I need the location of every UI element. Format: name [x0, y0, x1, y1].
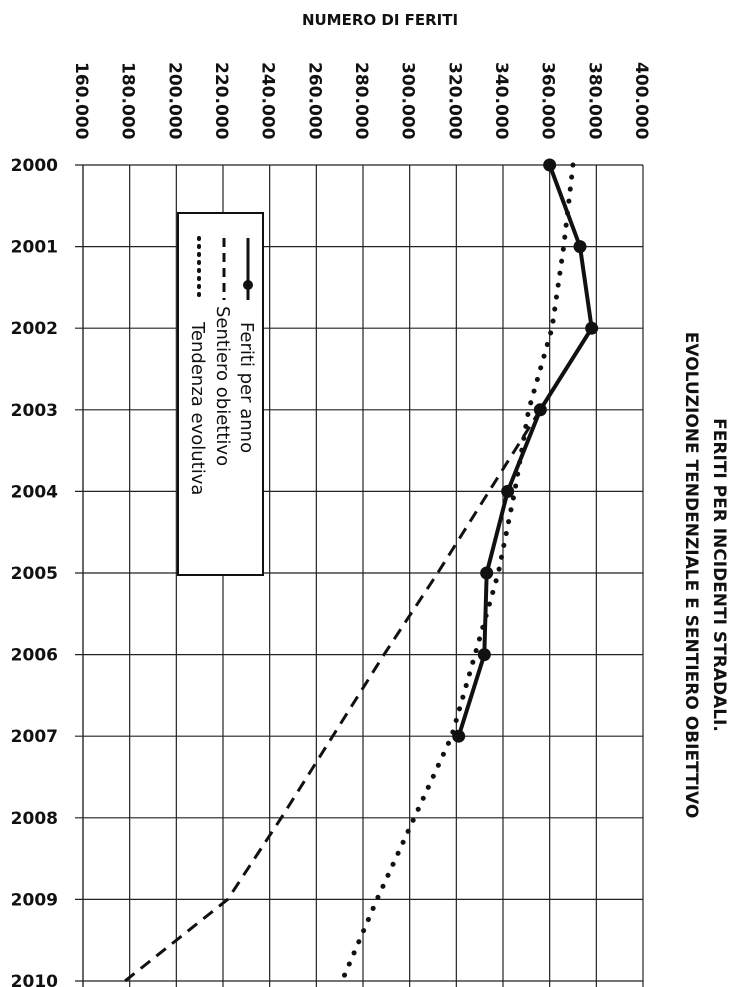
data-point: [501, 484, 515, 498]
grid: [75, 164, 644, 987]
year-tick-label: 2009: [11, 890, 58, 910]
data-point: [573, 240, 587, 254]
year-tick-label: 2002: [11, 319, 58, 339]
year-tick-label: 2004: [11, 482, 58, 502]
legend-item-sentiero: Sentiero obiettivo: [212, 238, 233, 466]
series-line-sentiero-obiettivo: [124, 409, 542, 983]
legend-label: Sentiero obiettivo: [212, 306, 233, 466]
data-point: [477, 648, 491, 662]
data-point: [543, 158, 557, 172]
year-tick-label: 2001: [11, 238, 58, 258]
value-tick-label: 300.000: [398, 62, 418, 140]
series-layer: [124, 158, 599, 984]
value-tick-label: 380.000: [584, 62, 604, 140]
year-tick-label: 2005: [11, 564, 58, 584]
legend-marker: [243, 280, 253, 290]
year-tick-label: 2003: [11, 401, 58, 421]
value-tick-label: 240.000: [258, 62, 278, 140]
year-tick-label: 2000: [11, 156, 58, 176]
tick-labels: 160.000 180.000 200.000 220.000 240.000 260.0…: [11, 62, 651, 987]
data-point: [585, 321, 599, 335]
year-tick-label: 2008: [11, 809, 58, 829]
year-tick-label: 2010: [11, 972, 58, 987]
year-tick-label: 2007: [11, 727, 58, 747]
value-tick-label: 200.000: [164, 62, 184, 140]
data-point: [480, 566, 494, 580]
legend: Feriti per anno Sentiero obiettivo Tende…: [177, 212, 264, 576]
legend-item-feriti: Feriti per anno: [236, 238, 257, 453]
data-point: [452, 729, 466, 743]
legend-label: Tendenza evolutiva: [187, 321, 208, 495]
year-tick-label: 2006: [11, 646, 58, 666]
chart-subtitle: EVOLUZIONE TENDENZIALE E SENTIERO OBIETT…: [681, 332, 701, 819]
value-axis-title: NUMERO DI FERITI: [302, 11, 458, 29]
value-tick-label: 260.000: [304, 62, 324, 140]
value-tick-label: 180.000: [118, 62, 138, 140]
value-tick-label: 340.000: [491, 62, 511, 140]
legend-item-tendenza: Tendenza evolutiva: [187, 236, 208, 495]
value-tick-label: 400.000: [631, 62, 651, 140]
value-tick-label: 280.000: [351, 62, 371, 140]
value-tick-label: 360.000: [538, 62, 558, 140]
chart-title: FERITI PER INCIDENTI STRADALI.: [709, 418, 729, 732]
value-tick-label: 220.000: [211, 62, 231, 140]
value-tick-label: 160.000: [71, 62, 91, 140]
value-tick-label: 320.000: [444, 62, 464, 140]
legend-label: Feriti per anno: [236, 322, 257, 453]
